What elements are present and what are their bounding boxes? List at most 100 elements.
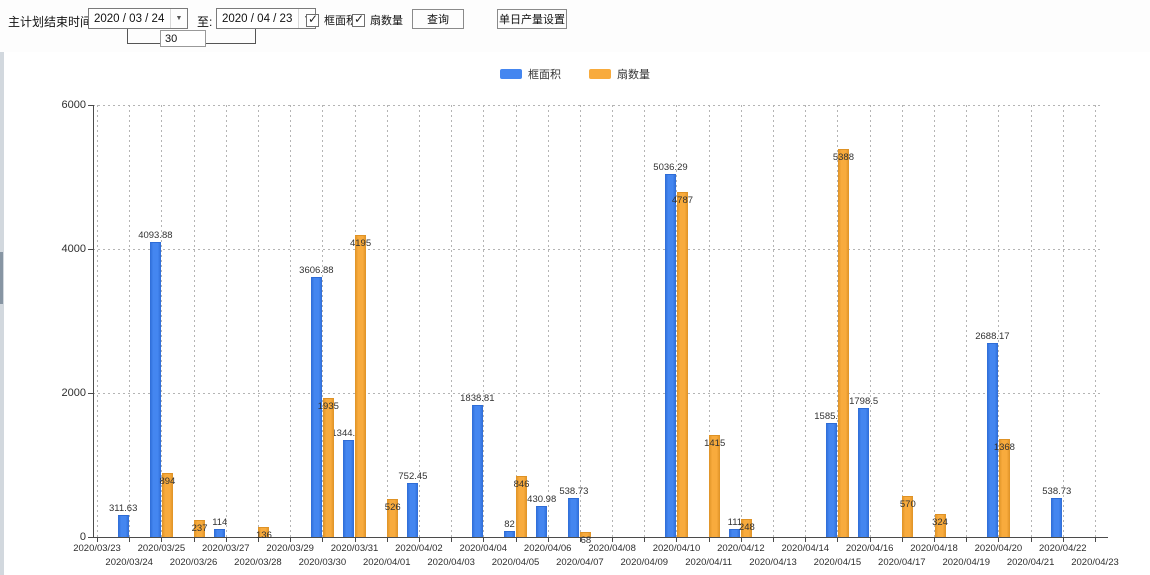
x-axis-tick [515, 538, 517, 542]
chart-legend: 框面积 扇数量 [0, 66, 1150, 82]
legend-item-fan-count: 扇数量 [589, 66, 650, 82]
gridline-v [773, 105, 775, 537]
frame-area-checkbox[interactable]: ✓ 框面积 [306, 12, 357, 28]
frame-area-swatch [500, 69, 522, 79]
x-axis-tick [998, 538, 1000, 542]
query-button[interactable]: 查询 [412, 9, 464, 29]
x-tick-label: 2020/03/28 [234, 557, 282, 568]
x-axis-tick [901, 538, 903, 542]
x-tick-label: 2020/04/02 [395, 543, 443, 554]
bar-fan-count [998, 438, 1010, 537]
gridline-v [193, 105, 195, 537]
bar-value-label: 5388 [832, 152, 854, 164]
x-tick-label: 2020/03/23 [73, 543, 121, 554]
checkbox-box[interactable]: ✓ [306, 12, 319, 27]
bar-fan-count [902, 495, 914, 537]
gridline-v [483, 105, 485, 537]
fan-count-checkbox[interactable]: ✓ 扇数量 [352, 12, 403, 28]
bar-frame-area [149, 242, 161, 537]
toolbar: 主计划结束时间: 2020 / 03 / 24 ▼ 至: 2020 / 04 /… [0, 0, 1150, 52]
bar-frame-area [986, 343, 998, 537]
y-axis-line [93, 105, 94, 538]
gridline-v [257, 105, 259, 537]
bar-fan-count [741, 519, 753, 537]
x-tick-label: 2020/03/30 [298, 557, 347, 568]
gridline-v [901, 105, 903, 537]
bar-value-label: 846 [513, 479, 530, 491]
legend-label-frame-area: 框面积 [528, 69, 561, 81]
x-axis-tick [483, 538, 485, 542]
checkbox-box[interactable]: ✓ [352, 12, 365, 27]
x-axis-tick [322, 538, 324, 542]
x-tick-label: 2020/04/09 [620, 557, 669, 568]
gridline-v [547, 105, 549, 537]
x-axis-tick [934, 538, 936, 542]
gridline-v [708, 105, 710, 537]
gridline-v [579, 105, 581, 537]
date-from-picker[interactable]: 2020 / 03 / 24 ▼ [88, 8, 188, 29]
x-tick-label: 2020/03/27 [201, 543, 250, 554]
bar-fan-count [580, 532, 592, 537]
bar-frame-area [310, 277, 322, 537]
interval-days-input[interactable]: 30 [160, 30, 206, 47]
x-axis-tick [354, 538, 356, 542]
x-axis-tick [1030, 538, 1032, 542]
fan-count-swatch [589, 69, 611, 79]
x-tick-label: 2020/04/08 [588, 543, 636, 554]
x-tick-label: 2020/04/18 [910, 543, 958, 554]
x-tick-label: 2020/03/29 [266, 543, 314, 554]
x-axis-tick [129, 538, 131, 542]
bar-value-label: 4195 [349, 237, 372, 249]
x-tick-label: 2020/04/23 [1071, 557, 1119, 568]
gridline-v [612, 105, 614, 537]
gridline-v [998, 105, 1000, 537]
bar-value-label: 114 [212, 516, 228, 528]
daily-output-settings-button[interactable]: 单日产量设置 [497, 9, 567, 29]
bar-value-label: 3606.88 [299, 265, 334, 277]
bar-fan-count [387, 499, 399, 537]
bar-value-label: 894 [159, 475, 176, 487]
bar-value-label: 1415 [704, 438, 726, 450]
x-axis-tick [290, 538, 292, 542]
bar-frame-area [407, 482, 419, 537]
x-tick-label: 2020/04/12 [717, 543, 765, 554]
bar-fan-count [161, 472, 173, 537]
gridline-v [451, 105, 453, 537]
bar-frame-area [825, 422, 837, 537]
x-tick-label: 2020/04/13 [749, 557, 797, 568]
gridline-v [418, 105, 420, 537]
bar-fan-count [934, 513, 946, 537]
gridline-v [805, 105, 807, 537]
y-axis-tick [88, 105, 93, 106]
x-axis-tick [451, 538, 453, 542]
x-tick-label: 2020/04/07 [556, 557, 604, 568]
gridline-v [1095, 105, 1096, 537]
gridline-v [97, 105, 98, 537]
bar-value-label: 136 [256, 530, 272, 542]
bar-value-label: 1585.96 [814, 410, 849, 422]
gridline-v [290, 105, 292, 537]
x-tick-label: 2020/03/24 [105, 557, 153, 568]
y-tick-label: 2000 [61, 387, 86, 399]
x-axis-tick [418, 538, 420, 542]
legend-label-fan-count: 扇数量 [617, 69, 650, 81]
bar-fan-count [258, 527, 270, 537]
x-axis-tick [644, 538, 646, 542]
plan-end-time-label: 主计划结束时间: [8, 15, 96, 29]
bar-fan-count [355, 234, 367, 537]
bar-fan-count [837, 149, 849, 537]
x-axis-tick [708, 538, 710, 542]
x-axis-tick [773, 538, 775, 542]
x-axis-tick [97, 538, 98, 542]
date-from-value: 2020 / 03 / 24 [94, 12, 165, 25]
bar-value-label: 1935 [317, 400, 339, 412]
chevron-down-icon[interactable]: ▼ [170, 9, 187, 28]
bar-value-label: 430.98 [527, 493, 557, 505]
bar-fan-count [194, 519, 206, 537]
x-tick-label: 2020/04/22 [1039, 543, 1087, 554]
gridline-v [322, 105, 324, 537]
frame-area-checkbox-label: 框面积 [324, 15, 357, 27]
x-tick-label: 2020/04/04 [459, 543, 508, 554]
